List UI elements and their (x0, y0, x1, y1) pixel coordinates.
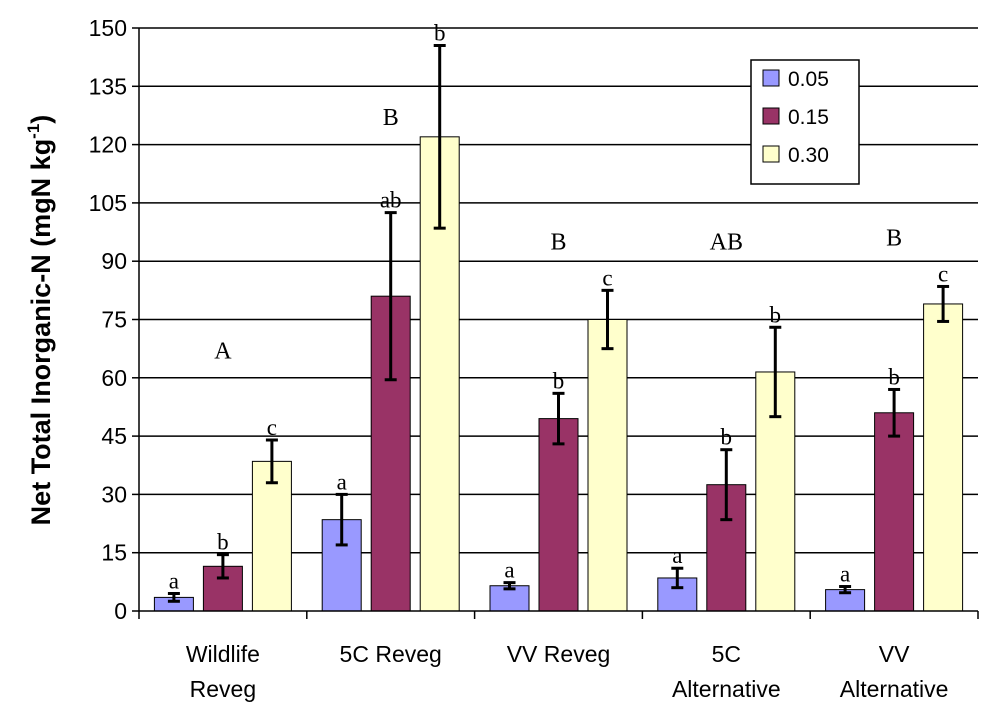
significance-label: b (217, 530, 229, 555)
category-label-line2: Reveg (190, 676, 256, 702)
y-tick-label: 15 (101, 540, 127, 566)
y-tick-label: 75 (101, 307, 127, 333)
significance-label: c (267, 415, 277, 440)
y-tick-label: 30 (101, 481, 127, 507)
legend-swatch (762, 107, 780, 125)
legend-swatch (762, 145, 780, 163)
significance-label: b (888, 364, 900, 389)
group-label: B (886, 226, 902, 252)
significance-label: a (504, 558, 514, 583)
error-bars (167, 43, 950, 603)
y-tick-label: 135 (89, 73, 127, 99)
legend: 0.05 0.15 0.30 (750, 59, 860, 185)
bar (923, 303, 964, 612)
y-tick-label: 60 (101, 365, 127, 391)
y-axis-label-sup: -1 (24, 124, 43, 139)
group-labels: ABB AB B (214, 105, 902, 364)
legend-label: 0.30 (788, 144, 829, 167)
bar (874, 412, 915, 612)
legend-label: 0.15 (788, 106, 829, 129)
category-label-line2: Alternative (840, 676, 949, 702)
category-label-line1: VV Reveg (507, 641, 611, 667)
significance-label: a (672, 543, 682, 568)
significance-label: b (434, 20, 446, 45)
category-label-line1: 5C Reveg (340, 641, 442, 667)
significance-label: a (840, 562, 850, 587)
category-label-line1: Wildlife (186, 641, 260, 667)
y-tick-label: 105 (89, 190, 127, 216)
y-axis-label-main: Net Total Inorganic-N (mgN kg (26, 139, 56, 526)
significance-label: a (337, 469, 347, 494)
y-tick-label: 150 (89, 15, 127, 41)
y-tick-label: 0 (114, 598, 127, 624)
bar (321, 519, 362, 612)
significance-label: a (169, 569, 179, 594)
y-axis-label: Net Total Inorganic-N (mgN kg-1) (24, 115, 56, 526)
significance-label: ab (380, 188, 402, 213)
bar (538, 418, 579, 612)
bar (251, 460, 292, 612)
significance-label: c (602, 265, 612, 290)
bar (587, 319, 628, 612)
legend-swatch (762, 69, 780, 87)
category-labels: Wildlife Reveg 5C Reveg VV Reveg 5C Alternati… (186, 641, 949, 702)
y-tick-labels: 0 15 30 45 60 75 90 105 120 135 150 (89, 15, 127, 624)
axes (132, 27, 979, 619)
legend-label: 0.05 (788, 68, 829, 91)
significance-label: b (721, 425, 733, 450)
significance-label: c (938, 261, 948, 286)
category-label-line1: 5C (712, 641, 741, 667)
significance-label: b (553, 368, 565, 393)
group-label: A (214, 338, 232, 364)
group-label: B (550, 230, 566, 256)
y-axis-label-close: ) (26, 115, 56, 124)
y-tick-label: 120 (89, 132, 127, 158)
y-tick-label: 90 (101, 248, 127, 274)
y-tick-label: 45 (101, 423, 127, 449)
significance-label: b (770, 302, 782, 327)
group-label: B (383, 105, 399, 131)
category-label-line2: Alternative (672, 676, 781, 702)
group-label: AB (710, 230, 743, 256)
category-label-line1: VV (879, 641, 910, 667)
